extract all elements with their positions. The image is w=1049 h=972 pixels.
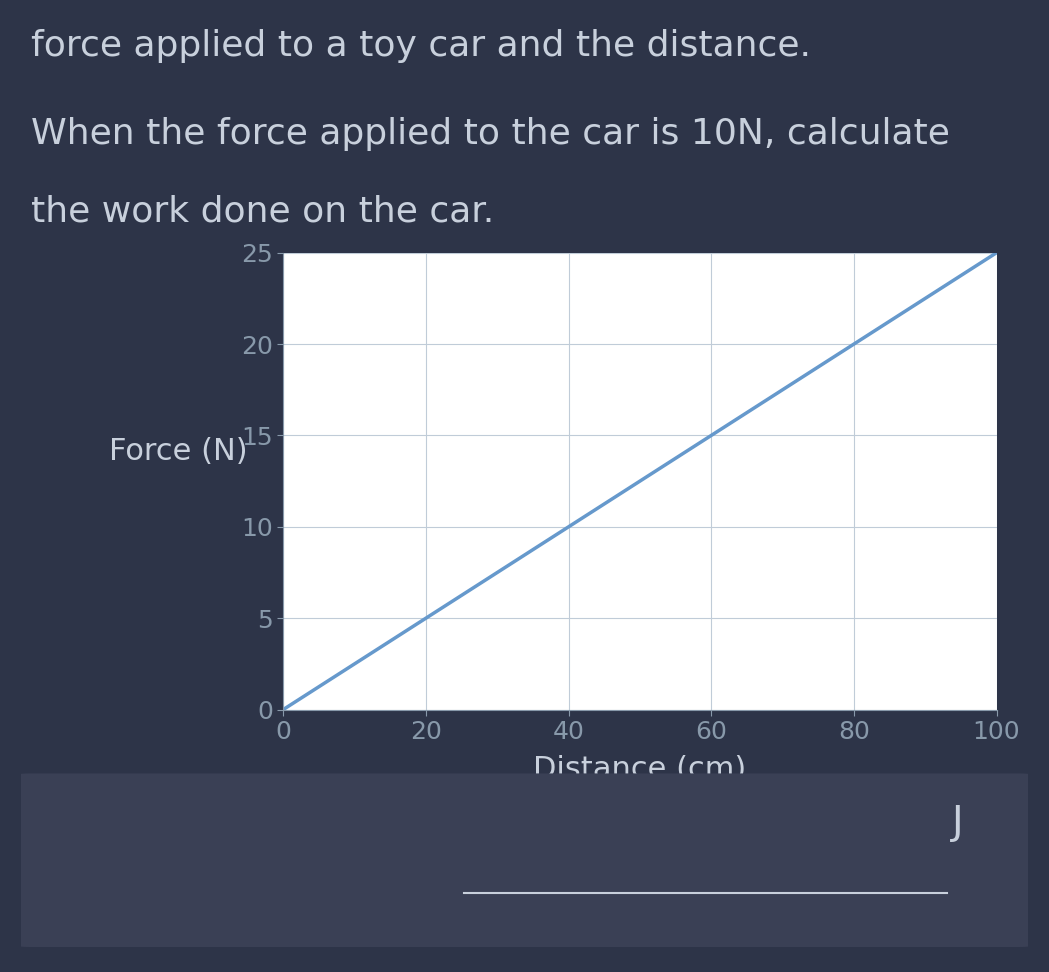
FancyBboxPatch shape — [10, 774, 1039, 947]
Text: force applied to a toy car and the distance.: force applied to a toy car and the dista… — [31, 29, 812, 63]
Text: the work done on the car.: the work done on the car. — [31, 194, 495, 228]
Text: J: J — [951, 804, 963, 843]
X-axis label: Distance (cm): Distance (cm) — [533, 755, 747, 784]
Text: When the force applied to the car is 10N, calculate: When the force applied to the car is 10N… — [31, 117, 950, 151]
Text: Force (N): Force (N) — [109, 437, 248, 467]
